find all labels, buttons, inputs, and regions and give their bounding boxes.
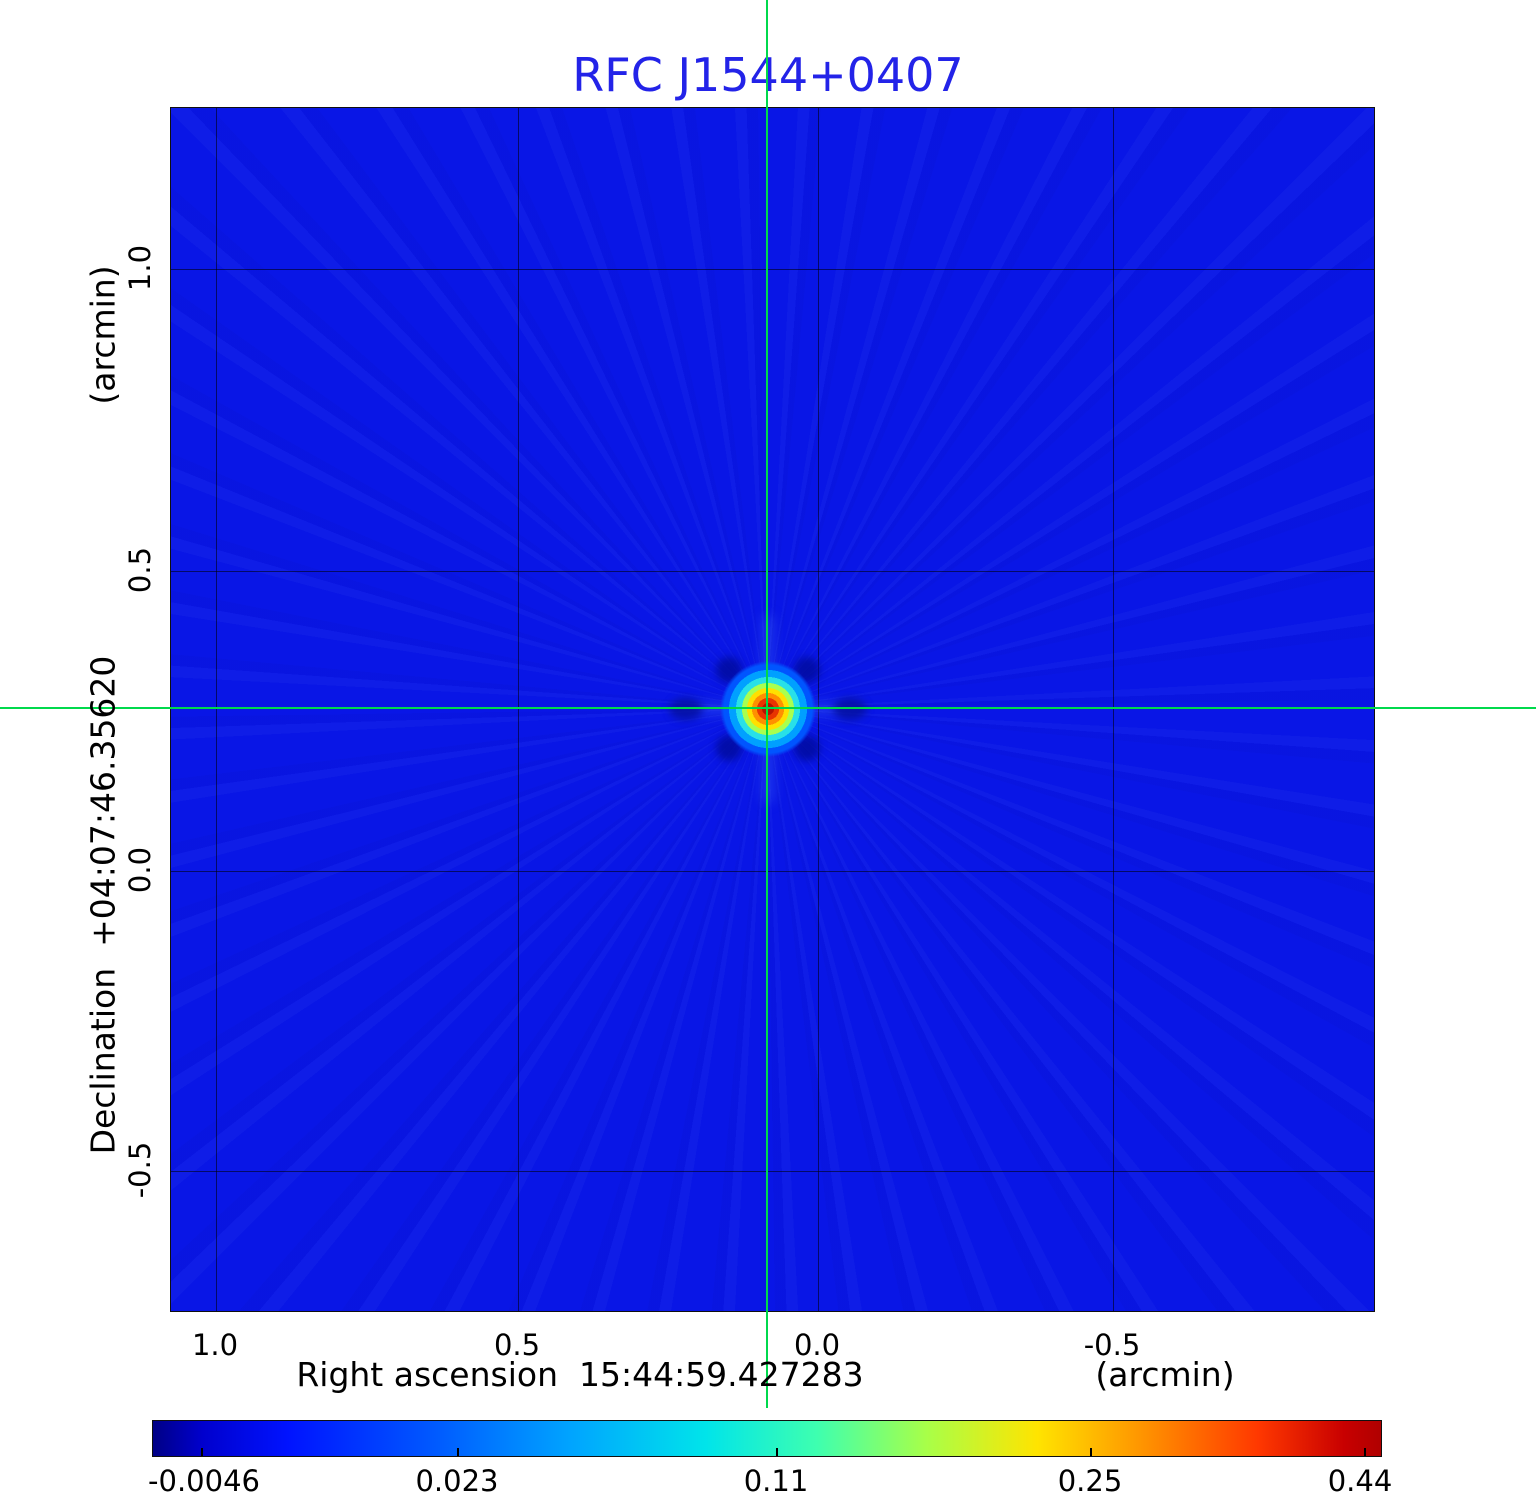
gridline-horizontal	[171, 1171, 1374, 1172]
colorbar-tick-label: 0.023	[415, 1464, 499, 1498]
gridline-horizontal	[171, 571, 1374, 572]
sidelobe-spot	[833, 698, 867, 720]
x-tick-label: 0.0	[793, 1328, 841, 1362]
x-axis-unit-label: (arcmin)	[1095, 1355, 1235, 1394]
colorbar-tick	[1364, 1448, 1366, 1456]
x-tick-label: 1.0	[191, 1328, 239, 1362]
gridline-vertical	[518, 108, 519, 1311]
y-axis-label: Declination +04:07:46.35620	[83, 655, 123, 1155]
colorbar-tick-label: 0.25	[1057, 1464, 1123, 1498]
colorbar-tick	[1090, 1448, 1092, 1456]
crosshair-horizontal-line	[0, 707, 1536, 709]
x-axis-label: Right ascension 15:44:59.427283	[296, 1355, 864, 1394]
y-tick-label: 0.5	[123, 546, 157, 594]
y-tick-label: -0.5	[123, 1141, 157, 1199]
gridline-vertical	[216, 108, 217, 1311]
gridline-vertical	[1113, 108, 1114, 1311]
plot-area	[170, 107, 1375, 1312]
colorbar-tick-label: 0.11	[743, 1464, 809, 1498]
colorbar-tick-label: -0.0046	[148, 1464, 260, 1498]
colorbar-tick-label: 0.44	[1327, 1464, 1393, 1498]
colorbar	[152, 1420, 1382, 1457]
point-source-blob	[720, 661, 816, 757]
page-title: RFC J1544+0407	[572, 48, 964, 102]
y-tick-label: 0.0	[123, 846, 157, 894]
colorbar-tick	[201, 1448, 203, 1456]
y-tick-label: 1.0	[123, 244, 157, 292]
y-axis-unit-label: (arcmin)	[83, 265, 123, 405]
sidelobe-spot	[669, 698, 703, 720]
x-tick-label: -0.5	[1083, 1328, 1141, 1362]
crosshair-vertical-line	[766, 0, 768, 1408]
gridline-horizontal	[171, 871, 1374, 872]
colorbar-tick	[457, 1448, 459, 1456]
gridline-horizontal	[171, 269, 1374, 270]
colorbar-tick	[776, 1448, 778, 1456]
x-tick-label: 0.5	[493, 1328, 541, 1362]
gridline-vertical	[818, 108, 819, 1311]
